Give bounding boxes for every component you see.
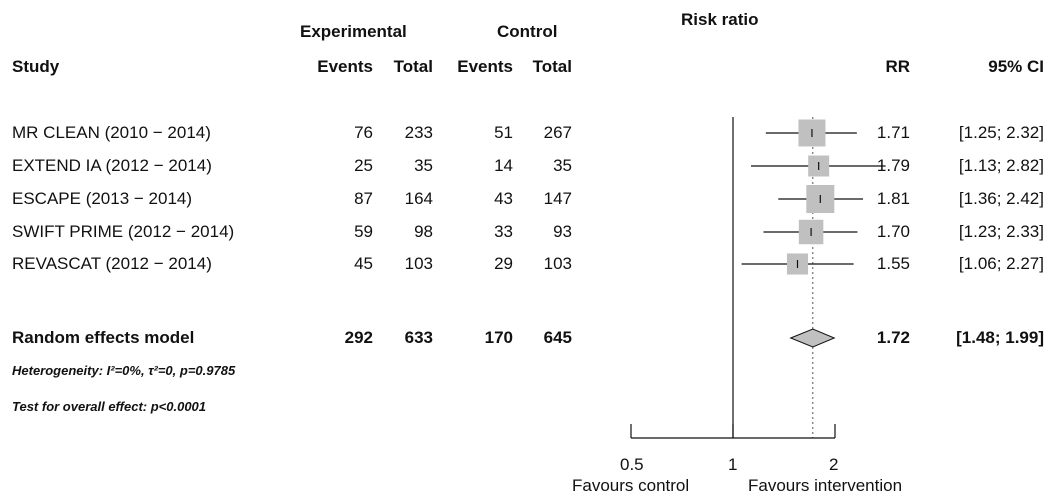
ctl-total: 35 [553, 156, 572, 175]
ctl-events: 43 [494, 189, 513, 208]
axis-tick-label: 1 [728, 455, 738, 474]
exp-events: 45 [354, 254, 373, 273]
header-exp-total: Total [393, 57, 433, 76]
ctl-total: 93 [553, 222, 572, 241]
rr-value: 1.70 [876, 222, 910, 241]
exp-total: 164 [404, 189, 433, 208]
summary-ctl-total: 645 [543, 328, 572, 347]
ctl-events: 33 [494, 222, 513, 241]
overall-effect-text: Test for overall effect: p<0.0001 [12, 399, 207, 414]
favours-control-label: Favours control [572, 476, 690, 495]
summary-exp-events: 292 [344, 328, 373, 347]
study-name: SWIFT PRIME (2012 − 2014) [12, 222, 235, 241]
ci-value: [1.23; 2.33] [958, 222, 1044, 241]
heterogeneity-text: Heterogeneity: I²=0%, τ²=0, p=0.9785 [12, 363, 235, 379]
header-risk-ratio: Risk ratio [681, 10, 759, 29]
study-name: REVASCAT (2012 − 2014) [12, 254, 212, 273]
exp-total: 35 [414, 156, 433, 175]
heterogeneity-tau2: τ²=0, [148, 363, 180, 378]
study-name: EXTEND IA (2012 − 2014) [12, 156, 212, 175]
header-experimental: Experimental [300, 22, 407, 41]
rr-value: 1.55 [876, 254, 910, 273]
ctl-events: 29 [494, 254, 513, 273]
rr-value: 1.81 [876, 189, 910, 208]
exp-total: 233 [404, 123, 433, 142]
ctl-events: 51 [494, 123, 513, 142]
study-name: MR CLEAN (2010 − 2014) [12, 123, 211, 142]
exp-events: 76 [354, 123, 373, 142]
axis-tick-label: 0.5 [620, 455, 644, 474]
header-ctl-events: Events [457, 57, 513, 76]
header-exp-events: Events [317, 57, 373, 76]
ci-value: [1.36; 2.42] [958, 189, 1044, 208]
study-name: ESCAPE (2013 − 2014) [12, 189, 193, 208]
header-ci: 95% CI [988, 57, 1044, 76]
exp-events: 87 [354, 189, 373, 208]
ci-value: [1.25; 2.32] [958, 123, 1044, 142]
summary-ci: [1.48; 1.99] [956, 328, 1044, 347]
ci-value: [1.06; 2.27] [958, 254, 1044, 273]
ctl-events: 14 [494, 156, 513, 175]
header-control: Control [497, 22, 558, 41]
ctl-total: 267 [543, 123, 572, 142]
ctl-total: 103 [543, 254, 572, 273]
exp-total: 103 [404, 254, 433, 273]
ci-value: [1.13; 2.82] [958, 156, 1044, 175]
summary-name: Random effects model [12, 328, 195, 347]
summary-exp-total: 633 [404, 328, 433, 347]
exp-total: 98 [414, 222, 433, 241]
axis-tick-label: 2 [829, 455, 839, 474]
summary-ctl-events: 170 [484, 328, 513, 347]
heterogeneity-p: p=0.9785 [179, 363, 236, 378]
header-ctl-total: Total [532, 57, 572, 76]
header-rr: RR [885, 57, 910, 76]
favours-intervention-label: Favours intervention [748, 476, 903, 495]
exp-events: 25 [354, 156, 373, 175]
header-study: Study [12, 57, 60, 76]
heterogeneity-prefix: Heterogeneity: [12, 363, 107, 378]
heterogeneity-i2: I²=0%, [106, 363, 149, 378]
rr-value: 1.71 [876, 123, 910, 142]
ctl-total: 147 [543, 189, 572, 208]
pooled-diamond [789, 328, 836, 348]
rr-value: 1.79 [876, 156, 910, 175]
summary-rr: 1.72 [876, 328, 910, 347]
exp-events: 59 [354, 222, 373, 241]
